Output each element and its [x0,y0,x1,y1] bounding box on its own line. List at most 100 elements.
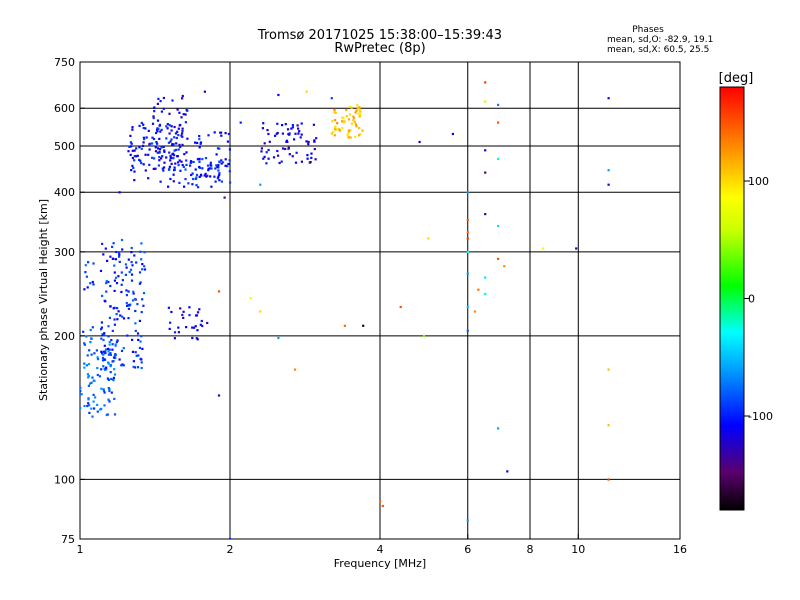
data-point [141,268,144,271]
data-point [107,350,110,353]
data-point [466,272,469,275]
data-point [336,122,339,125]
axis-ticks: 1 2 4 6 8 10 16 75 100 200 300 400 500 600 750 [54,56,687,556]
x-tick-label: 16 [673,543,687,556]
data-point [87,363,91,366]
data-point [121,248,124,251]
data-point [134,351,137,354]
data-point [484,149,487,152]
data-point [466,191,469,194]
data-point [466,305,469,309]
data-point [142,292,146,295]
data-point [122,347,125,350]
data-point [96,410,99,413]
data-point [168,151,171,154]
data-point [357,112,360,115]
data-point [208,167,212,170]
x-tick-label: 1 [77,543,84,556]
data-point [169,156,172,160]
data-point [137,338,140,341]
data-point [101,352,104,355]
data-point [142,123,145,126]
data-point [265,162,268,165]
data-point [114,356,117,360]
data-point [100,321,103,324]
data-point [607,368,610,371]
data-point [263,142,266,145]
data-point [347,130,350,134]
data-point [131,264,134,267]
data-point [178,159,181,162]
data-point [121,315,124,318]
data-point [136,303,139,306]
data-point [196,338,199,341]
data-point [144,153,147,156]
data-point [196,311,200,314]
data-point [260,147,263,150]
data-point [284,123,287,126]
data-point [207,169,210,172]
data-point [130,169,133,172]
data-point [131,350,135,353]
data-point [175,142,178,145]
data-point [112,376,115,379]
data-point [154,150,158,153]
x-axis-label: Frequency [MHz] [334,557,426,570]
data-point [127,317,130,320]
data-point [177,326,180,329]
data-point [217,169,220,172]
data-point [87,261,90,264]
data-point [178,181,181,184]
data-point [122,317,126,320]
data-point [196,141,199,145]
data-point [259,310,262,313]
data-point [182,165,185,168]
data-point [267,132,270,136]
data-point [177,134,180,137]
data-point [131,149,134,152]
data-point [169,154,172,157]
data-point [147,177,150,180]
data-point [80,386,82,389]
data-point [90,353,93,356]
data-point [287,133,290,136]
data-point [114,276,118,279]
data-point [173,166,176,169]
data-point [160,157,163,160]
data-point [163,149,166,152]
data-point [345,115,348,118]
data-point [263,155,266,158]
data-point [217,164,220,167]
x-tick-label: 2 [227,543,234,556]
data-point [152,116,155,120]
data-point [473,310,476,313]
data-point [102,388,105,391]
data-point [348,105,351,108]
data-point [173,149,176,152]
x-tick-label: 8 [527,543,534,556]
data-point [159,130,162,133]
data-point [101,356,105,359]
chart-title: Tromsø 20171025 15:38:00–15:39:43 [257,28,502,43]
data-point [163,161,166,164]
data-point [103,334,106,337]
data-point [284,147,287,151]
data-point [125,294,128,297]
data-point [89,328,92,332]
data-point [334,125,337,128]
y-tick-label: 100 [54,473,75,486]
data-point [139,281,142,284]
data-point [144,169,147,172]
data-point [84,264,87,267]
data-point [87,402,90,405]
data-point [175,148,178,151]
data-point [220,159,223,162]
data-point [484,100,487,103]
data-point [92,400,95,403]
data-point [334,128,337,131]
data-point [288,153,291,156]
data-point [140,358,143,361]
data-point [176,130,179,133]
data-point [198,160,201,163]
data-point [350,106,353,109]
